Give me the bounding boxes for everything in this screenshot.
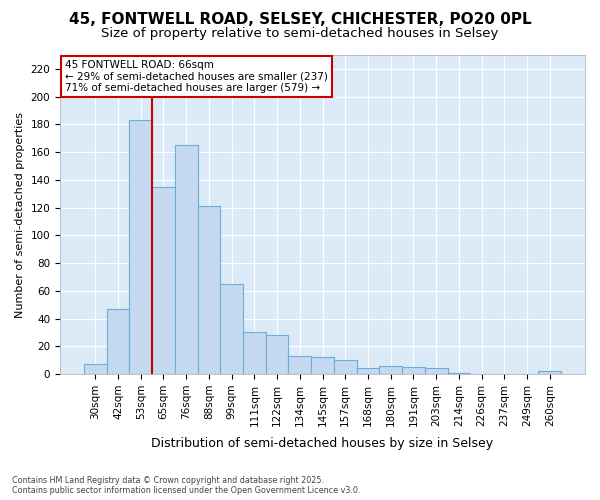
Bar xyxy=(356,368,379,374)
Bar xyxy=(84,364,107,374)
Text: 45, FONTWELL ROAD, SELSEY, CHICHESTER, PO20 0PL: 45, FONTWELL ROAD, SELSEY, CHICHESTER, P… xyxy=(68,12,532,28)
Bar xyxy=(220,284,243,374)
Bar xyxy=(289,356,311,374)
Y-axis label: Number of semi-detached properties: Number of semi-detached properties xyxy=(15,112,25,318)
Bar xyxy=(266,335,289,374)
Bar xyxy=(197,206,220,374)
Bar xyxy=(425,368,448,374)
Bar xyxy=(152,187,175,374)
Text: Contains HM Land Registry data © Crown copyright and database right 2025.
Contai: Contains HM Land Registry data © Crown c… xyxy=(12,476,361,495)
Bar xyxy=(402,367,425,374)
Text: Size of property relative to semi-detached houses in Selsey: Size of property relative to semi-detach… xyxy=(101,28,499,40)
Bar xyxy=(311,358,334,374)
Bar xyxy=(538,372,561,374)
Bar xyxy=(107,309,130,374)
Text: 45 FONTWELL ROAD: 66sqm
← 29% of semi-detached houses are smaller (237)
71% of s: 45 FONTWELL ROAD: 66sqm ← 29% of semi-de… xyxy=(65,60,328,93)
Bar xyxy=(175,145,197,374)
Bar xyxy=(334,360,356,374)
Bar xyxy=(243,332,266,374)
X-axis label: Distribution of semi-detached houses by size in Selsey: Distribution of semi-detached houses by … xyxy=(151,437,494,450)
Bar xyxy=(130,120,152,374)
Bar xyxy=(379,366,402,374)
Bar xyxy=(448,372,470,374)
